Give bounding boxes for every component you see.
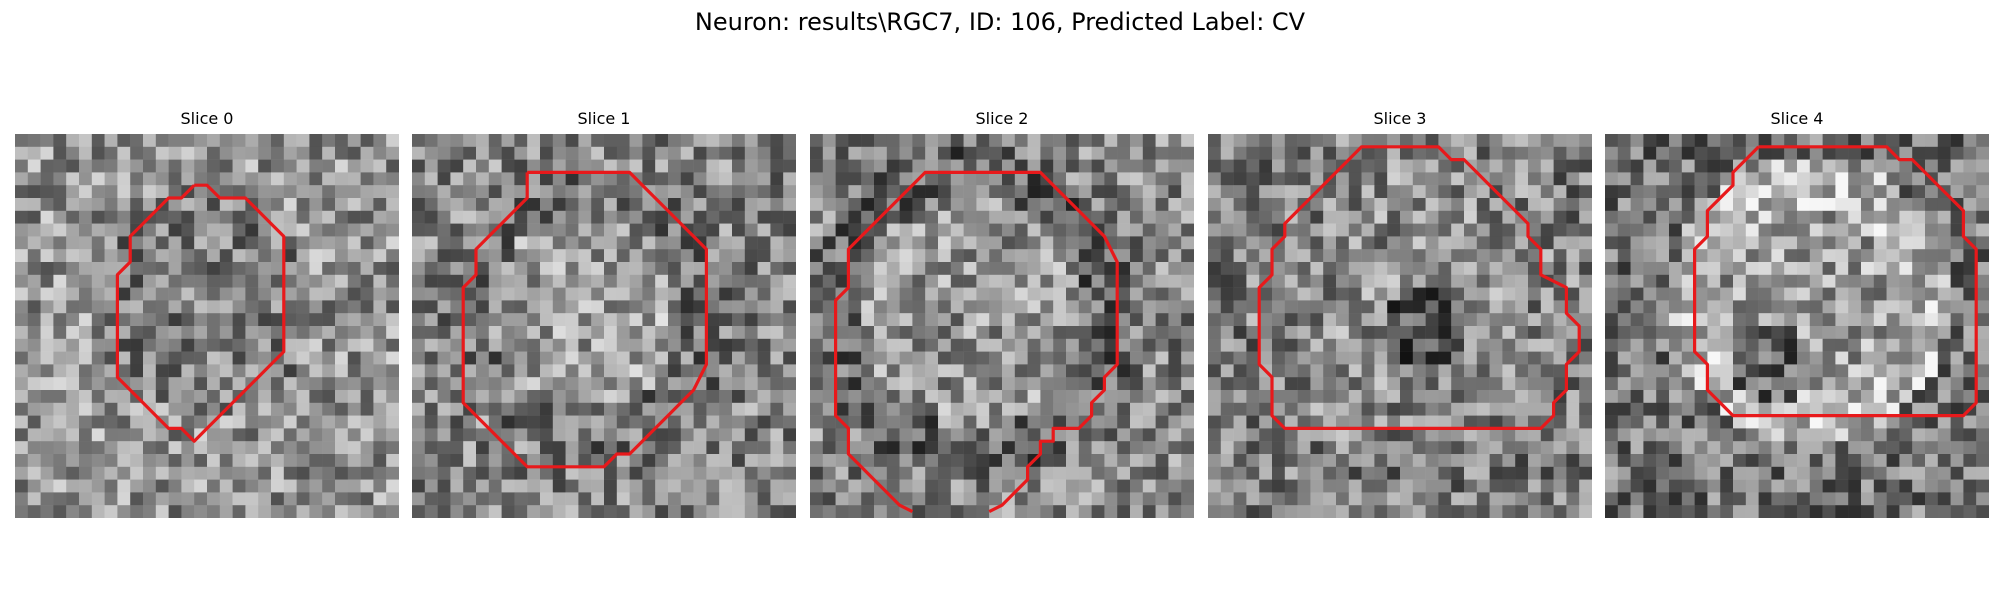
slice-title-3: Slice 3 [1208,108,1592,130]
slice-image-1 [412,134,796,518]
slice-image-4 [1605,134,1989,518]
slice-panel-0: Slice 0 [15,108,399,520]
slice-panel-2: Slice 2 [810,108,1194,520]
grayscale-pixels-0 [15,134,399,518]
grayscale-pixels-1 [412,134,796,518]
grayscale-pixels-4 [1605,134,1989,518]
slice-image-0 [15,134,399,518]
slice-image-3 [1208,134,1592,518]
figure-title: Neuron: results\RGC7, ID: 106, Predicted… [0,6,2000,38]
slice-title-2: Slice 2 [810,108,1194,130]
slice-panel-3: Slice 3 [1208,108,1592,520]
grayscale-pixels-3 [1208,134,1592,518]
slice-panel-4: Slice 4 [1605,108,1989,520]
slice-title-1: Slice 1 [412,108,796,130]
slice-panel-1: Slice 1 [412,108,796,520]
slice-title-4: Slice 4 [1605,108,1989,130]
grayscale-pixels-2 [810,134,1194,518]
slice-image-2 [810,134,1194,518]
slice-title-0: Slice 0 [15,108,399,130]
